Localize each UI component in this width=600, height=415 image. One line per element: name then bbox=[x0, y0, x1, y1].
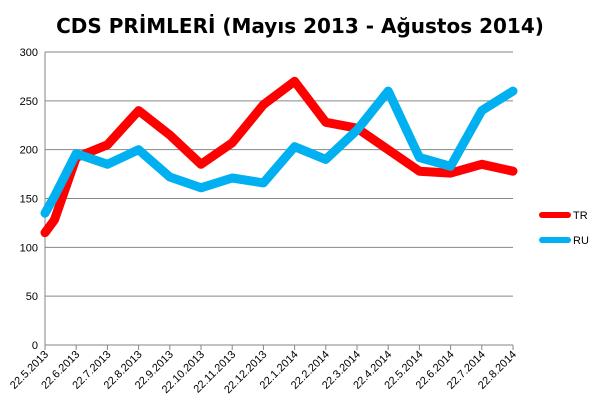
chart-title: CDS PRİMLERİ (Mayıs 2013 - Ağustos 2014) bbox=[56, 14, 544, 38]
y-tick-label: 200 bbox=[20, 145, 38, 157]
y-tick-label: 300 bbox=[20, 47, 38, 59]
y-axis-ticks: 0 50 100 150 200 250 300 bbox=[20, 47, 38, 352]
series-group bbox=[40, 76, 518, 238]
legend: TR RU bbox=[539, 210, 589, 247]
y-tick-label: 100 bbox=[20, 242, 38, 254]
legend-label-tr: TR bbox=[573, 210, 588, 222]
y-tick-label: 150 bbox=[20, 194, 38, 206]
series-line-ru bbox=[40, 86, 518, 218]
y-tick-label: 0 bbox=[32, 340, 38, 352]
y-tick-label: 50 bbox=[26, 291, 38, 303]
x-axis-ticks: 22.5.201322.6.201322.7.201322.8.201322.9… bbox=[8, 345, 519, 396]
y-tick-label: 250 bbox=[20, 96, 38, 108]
gridlines bbox=[45, 51, 513, 297]
legend-label-ru: RU bbox=[573, 235, 589, 247]
series-line-tr bbox=[40, 76, 518, 238]
